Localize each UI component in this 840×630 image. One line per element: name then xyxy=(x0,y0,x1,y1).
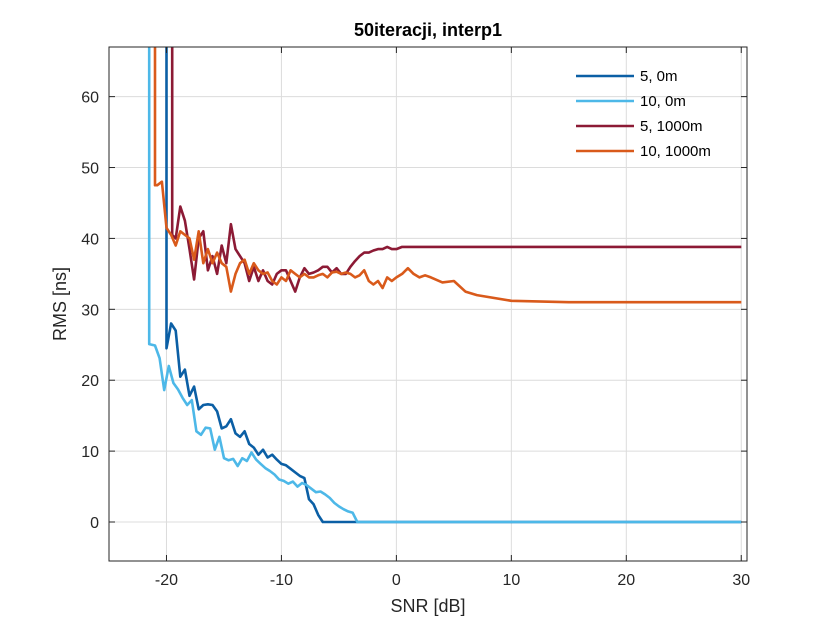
chart-title: 50iteracji, interp1 xyxy=(354,20,502,40)
plot-frame xyxy=(108,46,748,562)
x-tick-label: 10 xyxy=(502,572,520,589)
x-tick-label: 30 xyxy=(732,572,750,589)
legend-label: 10, 0m xyxy=(640,93,686,110)
series-line-1 xyxy=(147,47,742,524)
x-tick-label: 0 xyxy=(392,572,401,589)
x-tick-label: 20 xyxy=(617,572,635,589)
series-line-3 xyxy=(153,47,742,304)
legend: 5, 0m 10, 0m 5, 1000m 10, 1000m xyxy=(576,68,711,160)
series-lines xyxy=(147,47,742,524)
legend-label: 5, 1000m xyxy=(640,118,703,135)
y-tick-label: 60 xyxy=(81,90,99,107)
axis-ticks: -20 -10 0 10 20 30 0 10 20 30 40 50 60 xyxy=(81,47,750,589)
x-tick-label: -20 xyxy=(155,572,178,589)
y-tick-label: 50 xyxy=(81,161,99,178)
y-tick-label: 10 xyxy=(81,444,99,461)
y-tick-label: 0 xyxy=(90,515,99,532)
y-tick-label: 30 xyxy=(81,302,99,319)
x-axis-label: SNR [dB] xyxy=(390,596,465,616)
y-axis-label: RMS [ns] xyxy=(50,267,70,341)
y-tick-label: 40 xyxy=(81,231,99,248)
legend-label: 10, 1000m xyxy=(640,143,711,160)
y-tick-label: 20 xyxy=(81,373,99,390)
legend-label: 5, 0m xyxy=(640,68,678,85)
grid xyxy=(109,47,747,561)
x-tick-label: -10 xyxy=(270,572,293,589)
plot-background xyxy=(109,47,747,561)
